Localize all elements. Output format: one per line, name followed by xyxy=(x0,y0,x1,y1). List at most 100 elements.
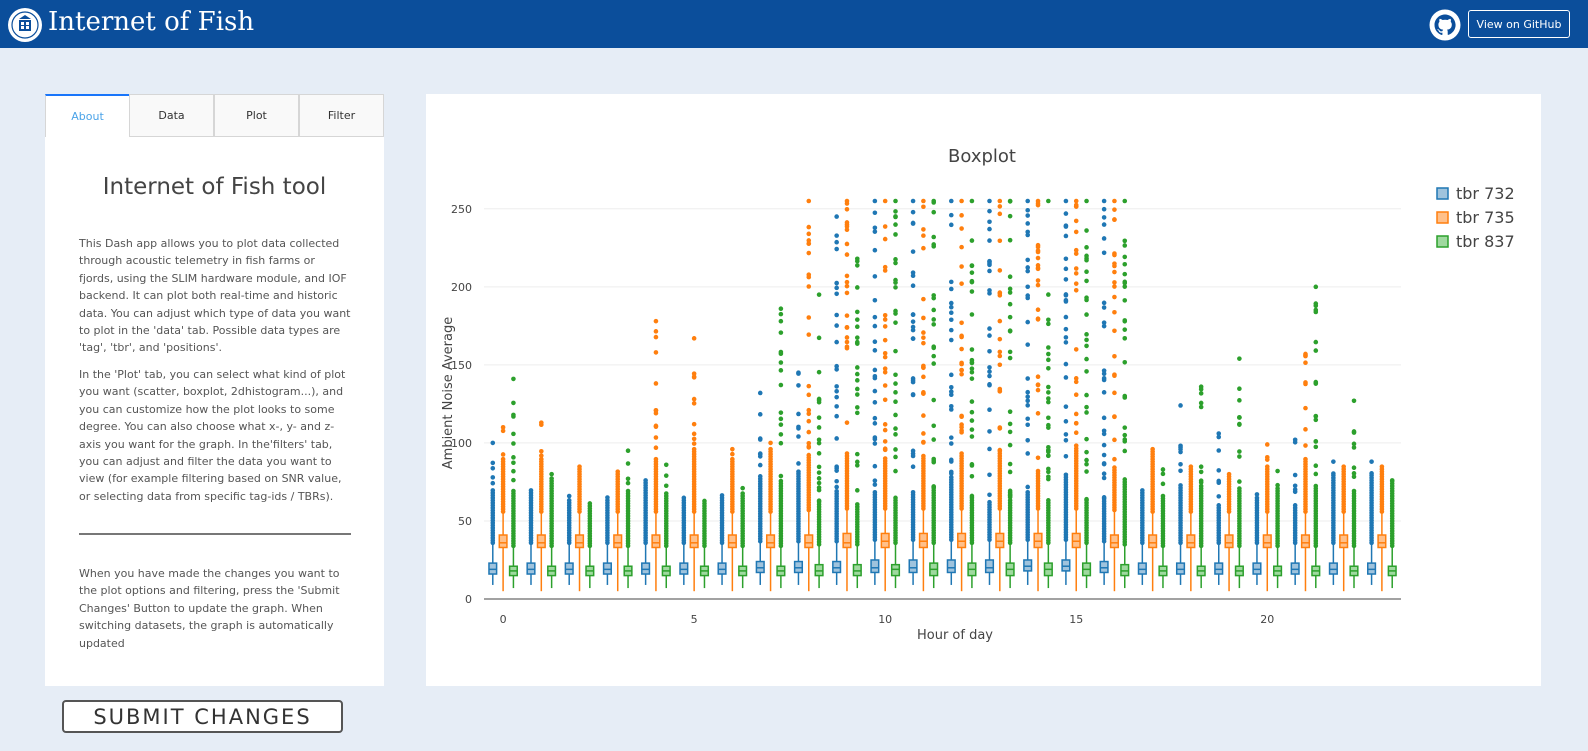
box-tbr-735-hour-8[interactable] xyxy=(804,198,814,592)
box-tbr-732-hour-9[interactable] xyxy=(832,214,842,585)
box-tbr-837-hour-19[interactable] xyxy=(1234,356,1244,589)
box-tbr-735-hour-3[interactable] xyxy=(613,469,623,592)
box-tbr-732-hour-6[interactable] xyxy=(717,493,727,585)
university-seal-icon[interactable] xyxy=(8,8,42,42)
box-tbr-837-hour-10[interactable] xyxy=(890,198,901,589)
box-tbr-732-hour-16[interactable] xyxy=(1099,198,1109,585)
box-tbr-732-hour-0[interactable] xyxy=(488,440,498,585)
box-tbr-732-hour-19[interactable] xyxy=(1214,431,1224,585)
box-tbr-735-hour-19[interactable] xyxy=(1224,471,1234,592)
tab-plot[interactable]: Plot xyxy=(214,94,299,137)
box-tbr-732-hour-4[interactable] xyxy=(641,478,651,585)
box-tbr-735-hour-11[interactable] xyxy=(918,198,928,592)
box-tbr-732-hour-23[interactable] xyxy=(1367,459,1377,585)
box-tbr-732-hour-22[interactable] xyxy=(1328,459,1338,585)
box-tbr-837-hour-18[interactable] xyxy=(1196,384,1206,589)
box-tbr-837-hour-14[interactable] xyxy=(1043,198,1053,589)
github-octocat-icon[interactable] xyxy=(1429,9,1461,41)
box-tbr-735-hour-2[interactable] xyxy=(574,464,585,592)
box-tbr-735-hour-1[interactable] xyxy=(536,420,546,592)
box-tbr-732-hour-10[interactable] xyxy=(870,198,880,585)
submit-changes-button[interactable]: SUBMIT CHANGES xyxy=(62,700,343,733)
box-tbr-732-hour-8[interactable] xyxy=(793,370,804,585)
box-tbr-837-hour-17[interactable] xyxy=(1158,467,1168,589)
outlier-point xyxy=(1084,253,1089,259)
box-tbr-837-hour-1[interactable] xyxy=(547,471,557,589)
tab-filter[interactable]: Filter xyxy=(299,94,384,137)
box-tbr-837-hour-4[interactable] xyxy=(661,462,671,589)
outlier-point xyxy=(1025,403,1031,408)
box-tbr-735-hour-22[interactable] xyxy=(1339,464,1349,592)
outlier-point xyxy=(511,477,516,483)
box-tbr-837-hour-22[interactable] xyxy=(1349,398,1359,589)
box-tbr-735-hour-23[interactable] xyxy=(1377,464,1387,592)
box-tbr-732-hour-7[interactable] xyxy=(755,390,765,585)
outlier-point xyxy=(959,424,964,430)
box-tbr-732-hour-3[interactable] xyxy=(602,495,612,585)
outlier-point xyxy=(882,366,888,371)
legend-item-tbr-837[interactable]: tbr 837 xyxy=(1436,232,1515,251)
box-tbr-735-hour-4[interactable] xyxy=(651,318,661,592)
legend-item-tbr-732[interactable]: tbr 732 xyxy=(1436,184,1515,203)
box-tbr-837-hour-6[interactable] xyxy=(738,485,748,589)
box-tbr-732-hour-18[interactable] xyxy=(1175,403,1186,585)
outlier-point xyxy=(691,401,697,406)
box-tbr-837-hour-20[interactable] xyxy=(1273,468,1283,589)
chart-legend[interactable]: tbr 732 tbr 735 tbr 837 xyxy=(1436,184,1515,251)
box-tbr-837-hour-11[interactable] xyxy=(929,198,939,589)
box-tbr-837-hour-7[interactable] xyxy=(776,306,786,589)
outlier-point xyxy=(796,411,801,417)
box-tbr-732-hour-13[interactable] xyxy=(984,198,995,585)
box-tbr-837-hour-5[interactable] xyxy=(699,498,710,589)
box-tbr-735-hour-5[interactable] xyxy=(689,336,699,592)
box-tbr-735-hour-20[interactable] xyxy=(1262,442,1272,592)
box-tbr-837-hour-21[interactable] xyxy=(1311,284,1321,589)
box-tbr-837-hour-15[interactable] xyxy=(1081,198,1092,589)
box-tbr-735-hour-7[interactable] xyxy=(765,440,776,592)
box-tbr-735-hour-16[interactable] xyxy=(1109,198,1120,592)
box-tbr-837-hour-13[interactable] xyxy=(1005,198,1015,589)
box-tbr-735-hour-21[interactable] xyxy=(1300,351,1311,592)
outlier-point xyxy=(893,198,898,204)
box-tbr-735-hour-6[interactable] xyxy=(727,446,737,592)
box-tbr-735-hour-18[interactable] xyxy=(1186,464,1196,592)
box-tbr-837-hour-9[interactable] xyxy=(852,256,862,589)
tab-about[interactable]: About xyxy=(45,94,130,137)
outlier-point xyxy=(681,495,687,501)
box-tbr-837-hour-2[interactable] xyxy=(585,501,595,589)
box-tbr-735-hour-17[interactable] xyxy=(1148,446,1158,592)
box-tbr-732-hour-12[interactable] xyxy=(946,198,956,585)
view-on-github-button[interactable]: View on GitHub xyxy=(1468,10,1570,38)
box-tbr-732-hour-5[interactable] xyxy=(679,495,689,585)
box-tbr-837-hour-12[interactable] xyxy=(967,198,977,589)
box-tbr-837-hour-3[interactable] xyxy=(623,448,633,589)
box-tbr-735-hour-15[interactable] xyxy=(1071,198,1081,592)
box-tbr-732-hour-17[interactable] xyxy=(1137,488,1147,585)
box-tbr-735-hour-10[interactable] xyxy=(880,198,890,592)
outlier-point xyxy=(910,220,916,226)
box-tbr-735-hour-14[interactable] xyxy=(1033,198,1043,592)
box-tbr-732-hour-15[interactable] xyxy=(1061,198,1071,585)
outlier-point xyxy=(872,247,878,253)
box-tbr-837-hour-16[interactable] xyxy=(1120,198,1130,589)
outlier-point xyxy=(931,437,937,442)
box-tbr-732-hour-21[interactable] xyxy=(1290,437,1300,585)
box-tbr-732-hour-1[interactable] xyxy=(526,488,536,585)
box-tbr-837-hour-0[interactable] xyxy=(508,376,518,589)
box-tbr-732-hour-2[interactable] xyxy=(564,493,574,585)
outlier-point xyxy=(1341,464,1346,469)
box-tbr-735-hour-9[interactable] xyxy=(842,198,852,592)
box-tbr-837-hour-8[interactable] xyxy=(814,292,824,589)
box-tbr-735-hour-0[interactable] xyxy=(498,425,508,592)
box-tbr-732-hour-20[interactable] xyxy=(1252,492,1262,585)
outlier-point xyxy=(997,211,1003,217)
box-tbr-837-hour-23[interactable] xyxy=(1387,478,1397,589)
legend-item-tbr-735[interactable]: tbr 735 xyxy=(1436,208,1515,227)
box-tbr-732-hour-11[interactable] xyxy=(908,198,918,585)
tab-data[interactable]: Data xyxy=(129,94,214,137)
box-tbr-735-hour-13[interactable] xyxy=(995,198,1005,592)
outlier-point xyxy=(1216,503,1222,508)
box-tbr-732-hour-14[interactable] xyxy=(1023,198,1033,585)
box-tbr-735-hour-12[interactable] xyxy=(957,198,967,592)
